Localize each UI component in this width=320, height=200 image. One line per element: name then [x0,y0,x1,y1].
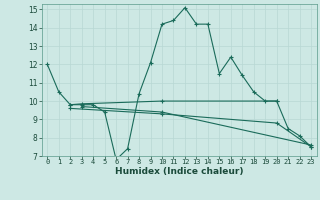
X-axis label: Humidex (Indice chaleur): Humidex (Indice chaleur) [115,167,244,176]
